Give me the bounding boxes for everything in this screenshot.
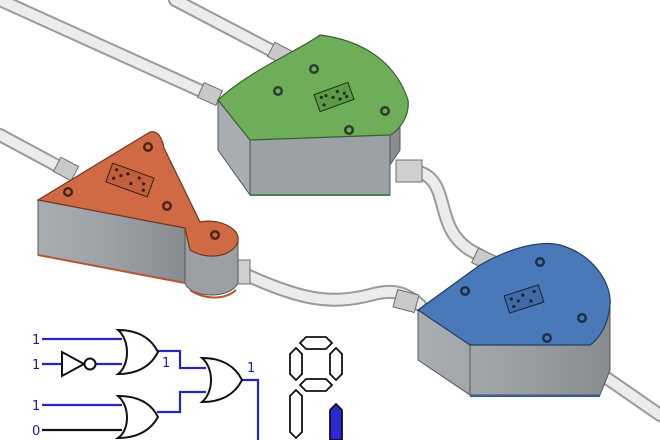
orange-gate <box>36 131 239 299</box>
blue-gate <box>416 242 611 397</box>
or-gate-1 <box>115 328 160 376</box>
or-gate-2 <box>114 394 160 440</box>
segment-b <box>329 346 343 382</box>
schematic-wires <box>42 337 260 440</box>
segment-c <box>329 402 343 440</box>
input-label-2: 1 <box>32 358 40 373</box>
segment-f <box>289 346 303 382</box>
input-label-1: 1 <box>32 333 40 348</box>
intermediate-label: 1 <box>162 356 170 371</box>
input-label-4: 0 <box>32 424 40 439</box>
segment-e <box>289 388 303 440</box>
not-gate <box>61 350 97 378</box>
segment-g <box>298 378 334 392</box>
logic-schematic: 1 1 1 0 1 1 <box>32 328 260 440</box>
tube-orange-to-blue <box>223 259 427 314</box>
seven-segment-display <box>289 336 343 440</box>
or-gate-3 <box>199 356 244 404</box>
green-gate <box>217 34 409 197</box>
tube-green-to-blue <box>395 159 505 275</box>
output-label: 1 <box>247 361 255 376</box>
tube-in-orange <box>0 128 80 182</box>
input-label-3: 1 <box>32 399 40 414</box>
segment-a <box>298 336 334 350</box>
tube-in-green-left <box>0 0 224 107</box>
tube-in-green-right <box>168 0 294 67</box>
